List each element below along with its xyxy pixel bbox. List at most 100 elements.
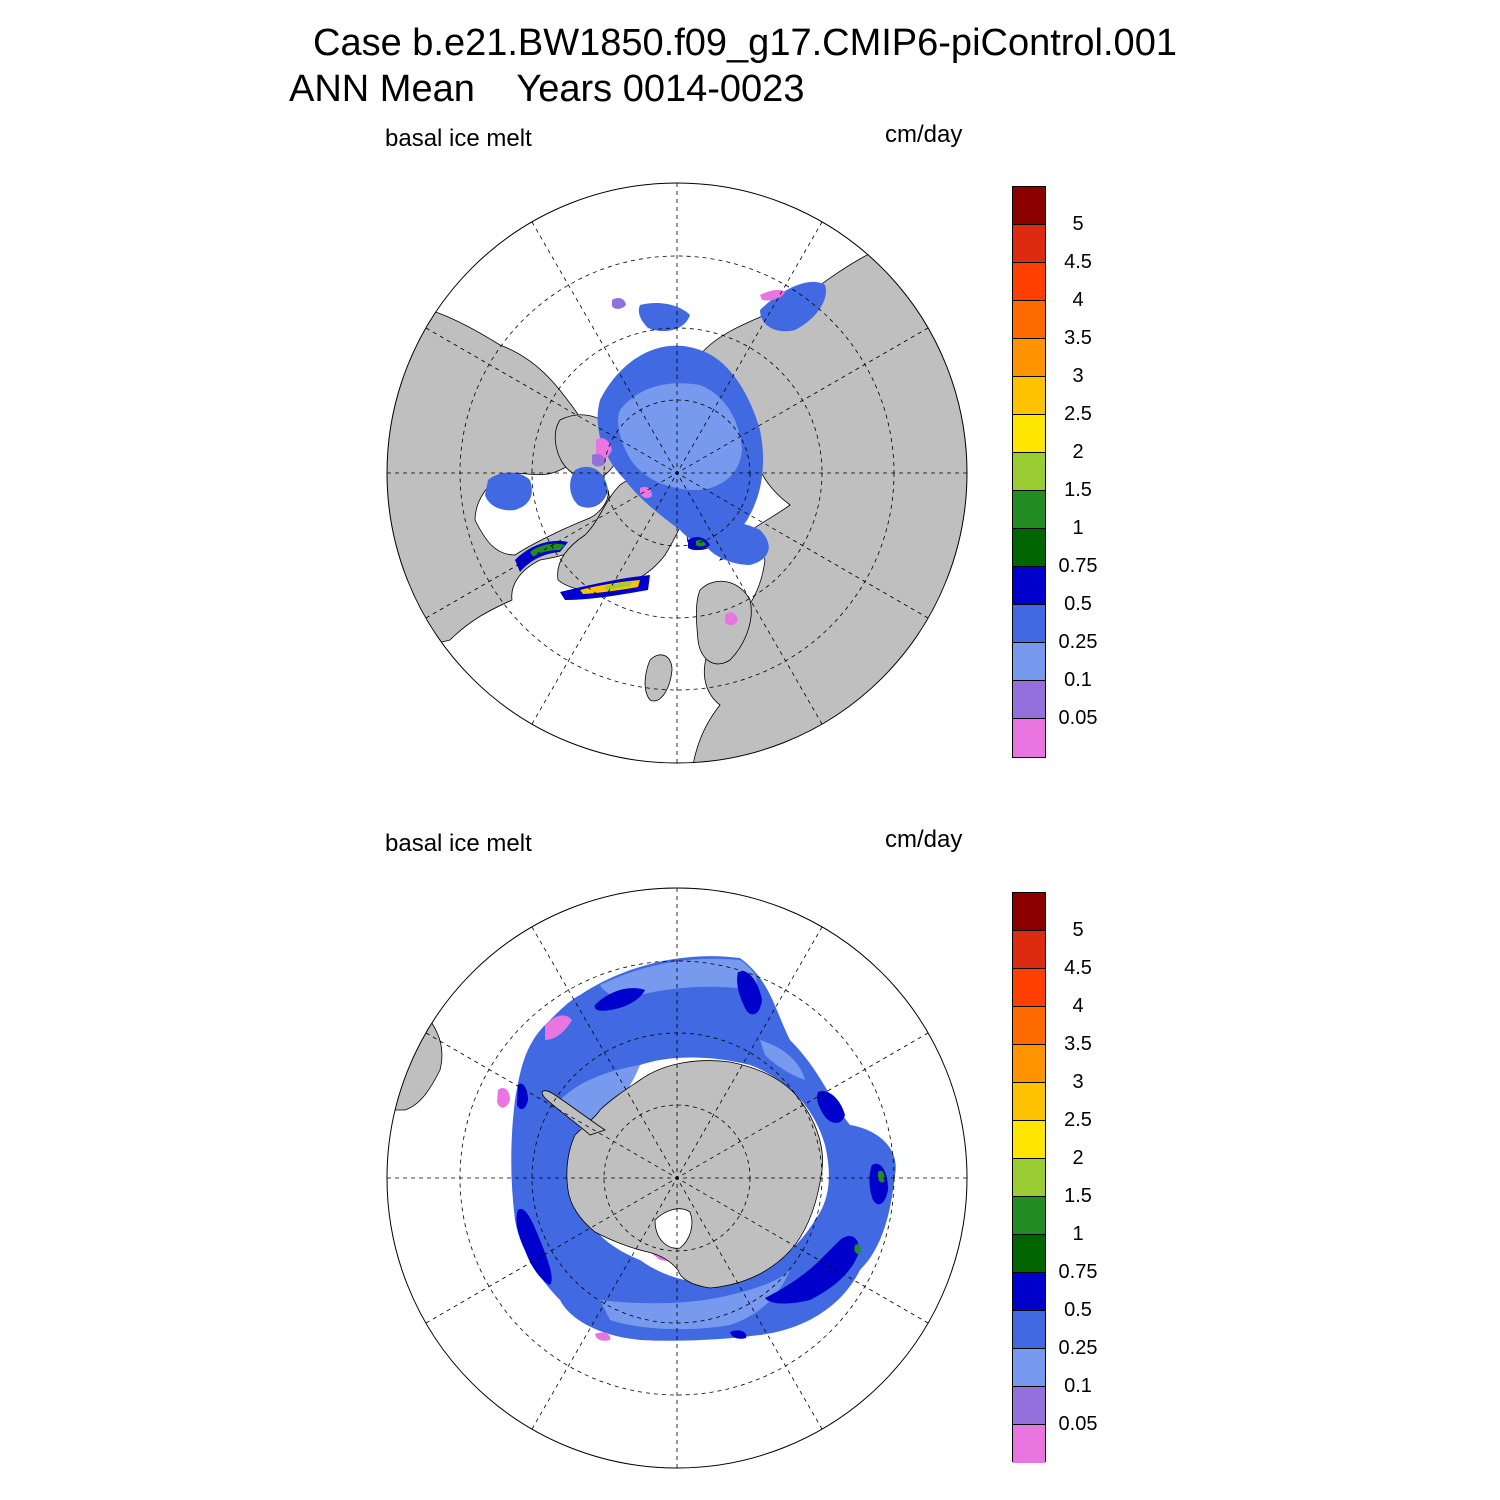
- south-melt-dark-patch: [737, 971, 762, 1015]
- south-melt-dark-patch: [817, 1091, 845, 1123]
- south-colorbar-label: 1.5: [1064, 1185, 1092, 1207]
- south-colorbar-box: [1013, 1273, 1045, 1311]
- main-title-line2: ANN Mean Years 0014-0023: [289, 68, 805, 110]
- south-melt-light-band-north: [600, 958, 757, 997]
- north-melt-svalbard-green: [696, 540, 706, 547]
- south-colorbar-box: [1013, 1425, 1045, 1463]
- north-colorbar: [1012, 186, 1046, 758]
- north-colorbar-box: [1013, 681, 1045, 719]
- south-colorbar-label: 2: [1072, 1147, 1084, 1169]
- south-colorbar-label: 5: [1072, 919, 1084, 941]
- south-units-label: cm/day: [885, 826, 963, 853]
- north-colorbar-box: [1013, 225, 1045, 263]
- north-melt-okhotsk-pink: [760, 289, 785, 301]
- south-melt-ring: [511, 956, 896, 1341]
- south-melt-light-band-east: [760, 1040, 805, 1080]
- north-melt-okhotsk: [760, 281, 826, 332]
- north-colorbar-label: 0.1: [1064, 669, 1092, 691]
- south-polar-map: [386, 887, 968, 1469]
- north-colorbar-label: 3.5: [1064, 327, 1092, 349]
- north-colorbar-box: [1013, 605, 1045, 643]
- south-colorbar-box: [1013, 1083, 1045, 1121]
- north-colorbar-box: [1013, 377, 1045, 415]
- south-colorbar-box: [1013, 1045, 1045, 1083]
- north-variable-label: basal ice melt: [385, 125, 532, 152]
- north-colorbar-label: 4.5: [1064, 251, 1092, 273]
- north-colorbar-box: [1013, 453, 1045, 491]
- north-colorbar-label: 2.5: [1064, 403, 1092, 425]
- north-melt-greenland-east-green: [605, 582, 632, 590]
- north-melt-barents: [705, 522, 769, 565]
- south-colorbar-label: 0.1: [1064, 1375, 1092, 1397]
- north-colorbar-label: 0.25: [1058, 631, 1098, 653]
- north-colorbar-label: 0.05: [1058, 707, 1098, 729]
- north-melt-hudson-bay: [485, 472, 532, 511]
- south-melt-dark-patch: [765, 1235, 859, 1304]
- north-colorbar-label: 1: [1072, 517, 1084, 539]
- north-graticule: [387, 183, 967, 763]
- south-colorbar-box: [1013, 969, 1045, 1007]
- north-colorbar-box: [1013, 529, 1045, 567]
- north-colorbar-box: [1013, 415, 1045, 453]
- south-colorbar-box: [1013, 1311, 1045, 1349]
- south-colorbar-label: 0.25: [1058, 1337, 1098, 1359]
- south-graticule: [387, 888, 967, 1468]
- south-melt-dark-patch: [516, 1209, 552, 1285]
- north-colorbar-box: [1013, 263, 1045, 301]
- south-colorbar-box: [1013, 1197, 1045, 1235]
- north-melt-bering: [638, 303, 690, 332]
- north-melt-baffin: [570, 466, 608, 508]
- south-land-antarctic-peninsula: [541, 1090, 606, 1136]
- north-colorbar-label: 0.75: [1058, 555, 1098, 577]
- south-melt-green-spot: [854, 1244, 861, 1255]
- north-melt-purple-bering: [612, 297, 626, 309]
- south-land-antarctica: [566, 1060, 823, 1289]
- south-colorbar: [1012, 892, 1046, 1463]
- north-colorbar-label: 2: [1072, 441, 1084, 463]
- north-melt-labrador-green: [530, 543, 565, 557]
- south-melt-green-spot: [877, 1170, 885, 1183]
- north-polar-map: [386, 182, 968, 764]
- north-colorbar-label: 0.5: [1064, 593, 1092, 615]
- north-colorbar-box: [1013, 719, 1045, 757]
- south-colorbar-label: 3.5: [1064, 1033, 1092, 1055]
- south-melt-pink-fringe: [545, 1015, 572, 1040]
- south-colorbar-box: [1013, 1235, 1045, 1273]
- north-colorbar-box: [1013, 567, 1045, 605]
- south-variable-label: basal ice melt: [385, 830, 532, 857]
- north-melt-central-arctic-light: [617, 383, 742, 490]
- south-melt-pink-fringe: [497, 1088, 510, 1108]
- north-map-border: [386, 182, 968, 764]
- north-units-label: cm/day: [885, 121, 963, 148]
- south-colorbar-box: [1013, 1349, 1045, 1387]
- south-colorbar-box: [1013, 893, 1045, 931]
- south-colorbar-box: [1013, 1121, 1045, 1159]
- north-colorbar-box: [1013, 491, 1045, 529]
- south-colorbar-box: [1013, 1007, 1045, 1045]
- north-colorbar-box: [1013, 301, 1045, 339]
- south-melt-dark-patch: [594, 988, 645, 1011]
- north-melt-archipelago-pink: [596, 438, 612, 460]
- north-melt-greenland-north-pink: [640, 486, 652, 499]
- south-melt-light-band-ross: [560, 1065, 640, 1122]
- north-melt-baltic: [725, 612, 738, 626]
- main-title-line1: Case b.e21.BW1850.f09_g17.CMIP6-piContro…: [313, 22, 1177, 64]
- south-colorbar-box: [1013, 1159, 1045, 1197]
- south-map-border: [386, 887, 968, 1469]
- north-colorbar-box: [1013, 339, 1045, 377]
- south-colorbar-label: 2.5: [1064, 1109, 1092, 1131]
- south-colorbar-box: [1013, 1387, 1045, 1425]
- south-colorbar-label: 3: [1072, 1071, 1084, 1093]
- north-colorbar-label: 5: [1072, 213, 1084, 235]
- north-land-scandinavia: [695, 581, 752, 665]
- north-colorbar-label: 1.5: [1064, 479, 1092, 501]
- south-land-ross-ice: [654, 1208, 693, 1249]
- north-colorbar-label: 3: [1072, 365, 1084, 387]
- south-melt-pink-fringe: [595, 1332, 611, 1341]
- north-melt-archipelago-purple: [592, 453, 606, 467]
- north-colorbar-box: [1013, 187, 1045, 225]
- south-colorbar-box: [1013, 931, 1045, 969]
- south-melt-dark-patch: [730, 1330, 747, 1339]
- north-colorbar-box: [1013, 643, 1045, 681]
- south-colorbar-label: 0.75: [1058, 1261, 1098, 1283]
